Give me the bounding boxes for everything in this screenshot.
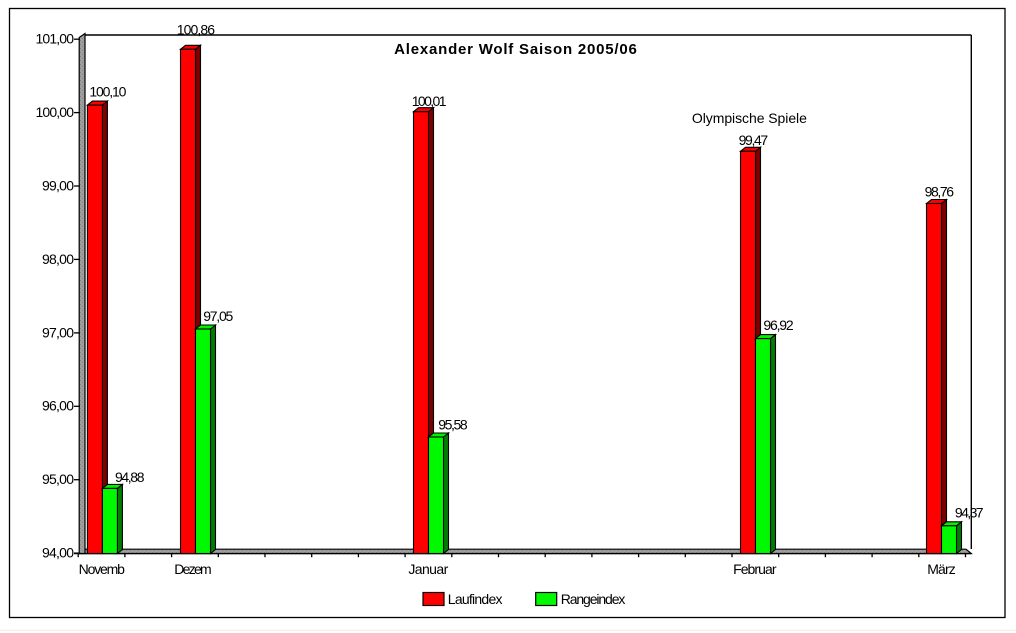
svg-text:Alexander Wolf Saison 2005/06: Alexander Wolf Saison 2005/06: [394, 41, 637, 58]
svg-text:100,86: 100,86: [177, 21, 216, 37]
svg-text:Olympische Spiele: Olympische Spiele: [692, 110, 807, 126]
svg-text:101,00: 101,00: [36, 31, 75, 47]
svg-text:96,92: 96,92: [763, 317, 794, 333]
svg-text:März: März: [927, 561, 956, 577]
svg-text:98,00: 98,00: [42, 251, 74, 267]
svg-text:95,00: 95,00: [42, 471, 74, 487]
svg-text:97,05: 97,05: [203, 308, 233, 324]
svg-text:99,00: 99,00: [42, 177, 74, 193]
svg-text:98,76: 98,76: [925, 183, 955, 199]
svg-text:100,10: 100,10: [89, 84, 126, 100]
svg-text:95,58: 95,58: [438, 417, 468, 433]
svg-text:Laufindex: Laufindex: [448, 591, 503, 607]
svg-text:Januar: Januar: [408, 561, 448, 577]
svg-text:100,00: 100,00: [36, 104, 75, 120]
svg-text:Februar: Februar: [733, 561, 777, 577]
svg-text:Novemb: Novemb: [79, 561, 126, 577]
svg-text:94,88: 94,88: [115, 469, 145, 485]
svg-text:Dezem: Dezem: [174, 561, 211, 577]
svg-text:97,00: 97,00: [42, 324, 74, 340]
svg-text:Rangeindex: Rangeindex: [561, 591, 626, 607]
svg-text:94,37: 94,37: [955, 504, 984, 520]
svg-text:96,00: 96,00: [42, 398, 74, 414]
svg-text:94,00: 94,00: [42, 545, 74, 561]
svg-text:100,01: 100,01: [412, 93, 447, 109]
svg-text:99,47: 99,47: [739, 132, 769, 148]
